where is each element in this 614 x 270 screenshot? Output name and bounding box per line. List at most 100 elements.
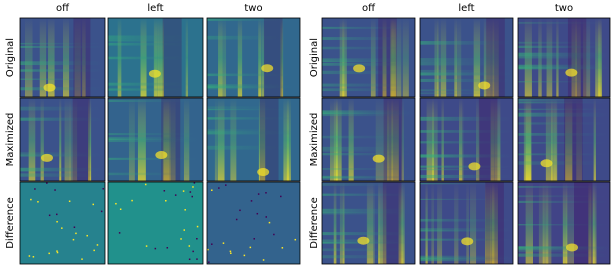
speckle [265, 192, 267, 194]
speckle [257, 193, 260, 195]
speckle [92, 203, 95, 206]
heatmap-image [206, 97, 301, 182]
band [207, 86, 300, 90]
heatmap-image [517, 181, 611, 265]
speckle [191, 195, 194, 198]
speckle [56, 250, 58, 252]
speckle [218, 187, 220, 189]
streak [62, 18, 70, 97]
hotspot [261, 64, 274, 73]
streak [280, 18, 284, 97]
speckle [192, 250, 194, 253]
band [420, 78, 513, 82]
band [322, 150, 415, 152]
speckle [81, 258, 83, 260]
streak [382, 98, 389, 181]
streak [339, 182, 345, 264]
band [322, 60, 415, 63]
dark-region [263, 18, 283, 97]
speckle [118, 232, 121, 234]
streak [490, 182, 495, 264]
streak [440, 18, 447, 97]
streak [261, 18, 265, 97]
band [108, 100, 203, 102]
streak [380, 182, 387, 264]
heatmap-image [19, 181, 106, 265]
speckle [265, 216, 267, 218]
image-border [19, 17, 106, 98]
band [322, 46, 415, 50]
band [322, 146, 415, 151]
streak [437, 182, 443, 264]
streak [387, 98, 394, 181]
streak [592, 182, 597, 264]
hotspot [155, 151, 168, 160]
speckle [48, 214, 51, 217]
speckle [30, 198, 32, 201]
row-label: Difference [5, 197, 16, 249]
band [20, 106, 105, 111]
hotspot [461, 237, 474, 246]
speckle [211, 243, 213, 245]
band [518, 122, 610, 125]
streak [394, 18, 402, 97]
speckle [222, 242, 225, 244]
column-title: off [362, 3, 376, 14]
streak [214, 98, 218, 181]
streak [398, 182, 405, 264]
band [420, 174, 513, 179]
column-title: off [56, 3, 70, 14]
image-border [107, 17, 204, 98]
heatmap-image [517, 97, 611, 182]
band [322, 135, 415, 139]
band [420, 89, 513, 92]
streak [28, 98, 36, 181]
streak [566, 182, 574, 264]
speckle [268, 221, 271, 224]
dark-region [478, 98, 498, 181]
speckle [235, 218, 238, 221]
speckle [211, 189, 213, 191]
image-border [19, 97, 106, 182]
band [20, 167, 105, 172]
speckle [249, 246, 252, 249]
band [518, 41, 610, 44]
band [518, 142, 610, 144]
band [322, 112, 415, 117]
band [322, 110, 415, 115]
streak [335, 98, 342, 181]
streak [485, 182, 491, 264]
band [420, 255, 513, 259]
dark-region [574, 182, 593, 264]
speckle [196, 258, 198, 260]
band [108, 42, 203, 46]
streak [378, 182, 381, 264]
band [518, 247, 610, 250]
streak [375, 98, 383, 181]
band [20, 69, 105, 72]
streak [48, 18, 55, 97]
speckle [192, 186, 194, 188]
image-border [19, 181, 106, 265]
band [20, 117, 105, 121]
streak [434, 98, 438, 181]
band [518, 247, 610, 249]
streak [218, 18, 227, 97]
streak [217, 98, 225, 181]
band [108, 133, 203, 135]
streak [466, 182, 469, 264]
band [108, 56, 203, 60]
speckle [208, 261, 210, 263]
image-border [206, 17, 301, 98]
band [518, 66, 610, 69]
streak [237, 18, 243, 97]
dark-region [485, 182, 504, 264]
band [108, 39, 203, 42]
band [420, 61, 513, 66]
streak [25, 18, 33, 97]
speckle [131, 199, 133, 202]
streak [476, 98, 480, 181]
streak [454, 18, 457, 97]
heatmap-image [206, 181, 301, 265]
speckle [253, 238, 255, 240]
